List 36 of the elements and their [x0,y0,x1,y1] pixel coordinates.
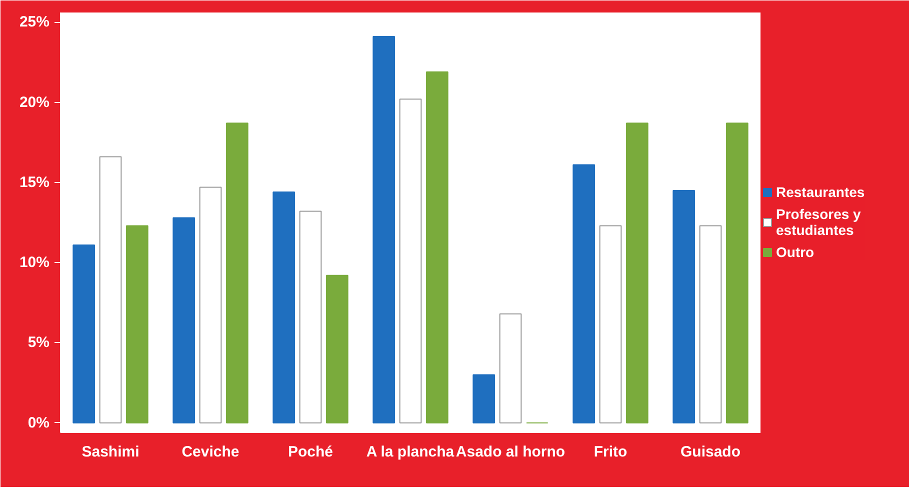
legend-label: Restaurantes [776,184,865,200]
bar [499,313,522,424]
x-tick-label: Guisado [680,444,741,460]
bar [299,210,322,424]
legend-label: Outro [776,244,816,260]
y-tick-label: 5% [28,334,50,352]
bar [372,36,395,424]
bar [399,98,422,424]
bar [326,274,348,424]
x-tick-label: Frito [594,444,628,460]
bar [72,244,95,424]
bar [272,192,295,424]
bar [226,122,248,424]
x-tick-label: Poché [288,444,334,460]
bar [699,225,722,424]
bar [426,71,448,424]
bar [626,122,648,424]
bar [599,225,622,424]
bar [472,374,495,424]
x-tick-label: Sashimi [82,444,140,460]
y-tick-label: 20% [19,94,50,111]
bar [672,190,695,424]
y-tick-label: 0% [28,414,50,432]
legend-label: Profesores y estudiantes [776,206,861,238]
bar [126,225,148,424]
y-tick-label: 10% [19,254,50,272]
x-tick-label: Asado al horno [456,444,566,460]
bar [572,164,595,424]
bar [199,186,222,424]
bar [726,122,748,424]
bar [99,156,122,424]
y-tick-label: 25% [19,14,50,31]
y-tick-label: 15% [19,174,50,191]
x-tick-label: A la plancha [366,444,455,460]
x-tick-label: Ceviche [182,444,240,460]
bar [172,217,195,424]
